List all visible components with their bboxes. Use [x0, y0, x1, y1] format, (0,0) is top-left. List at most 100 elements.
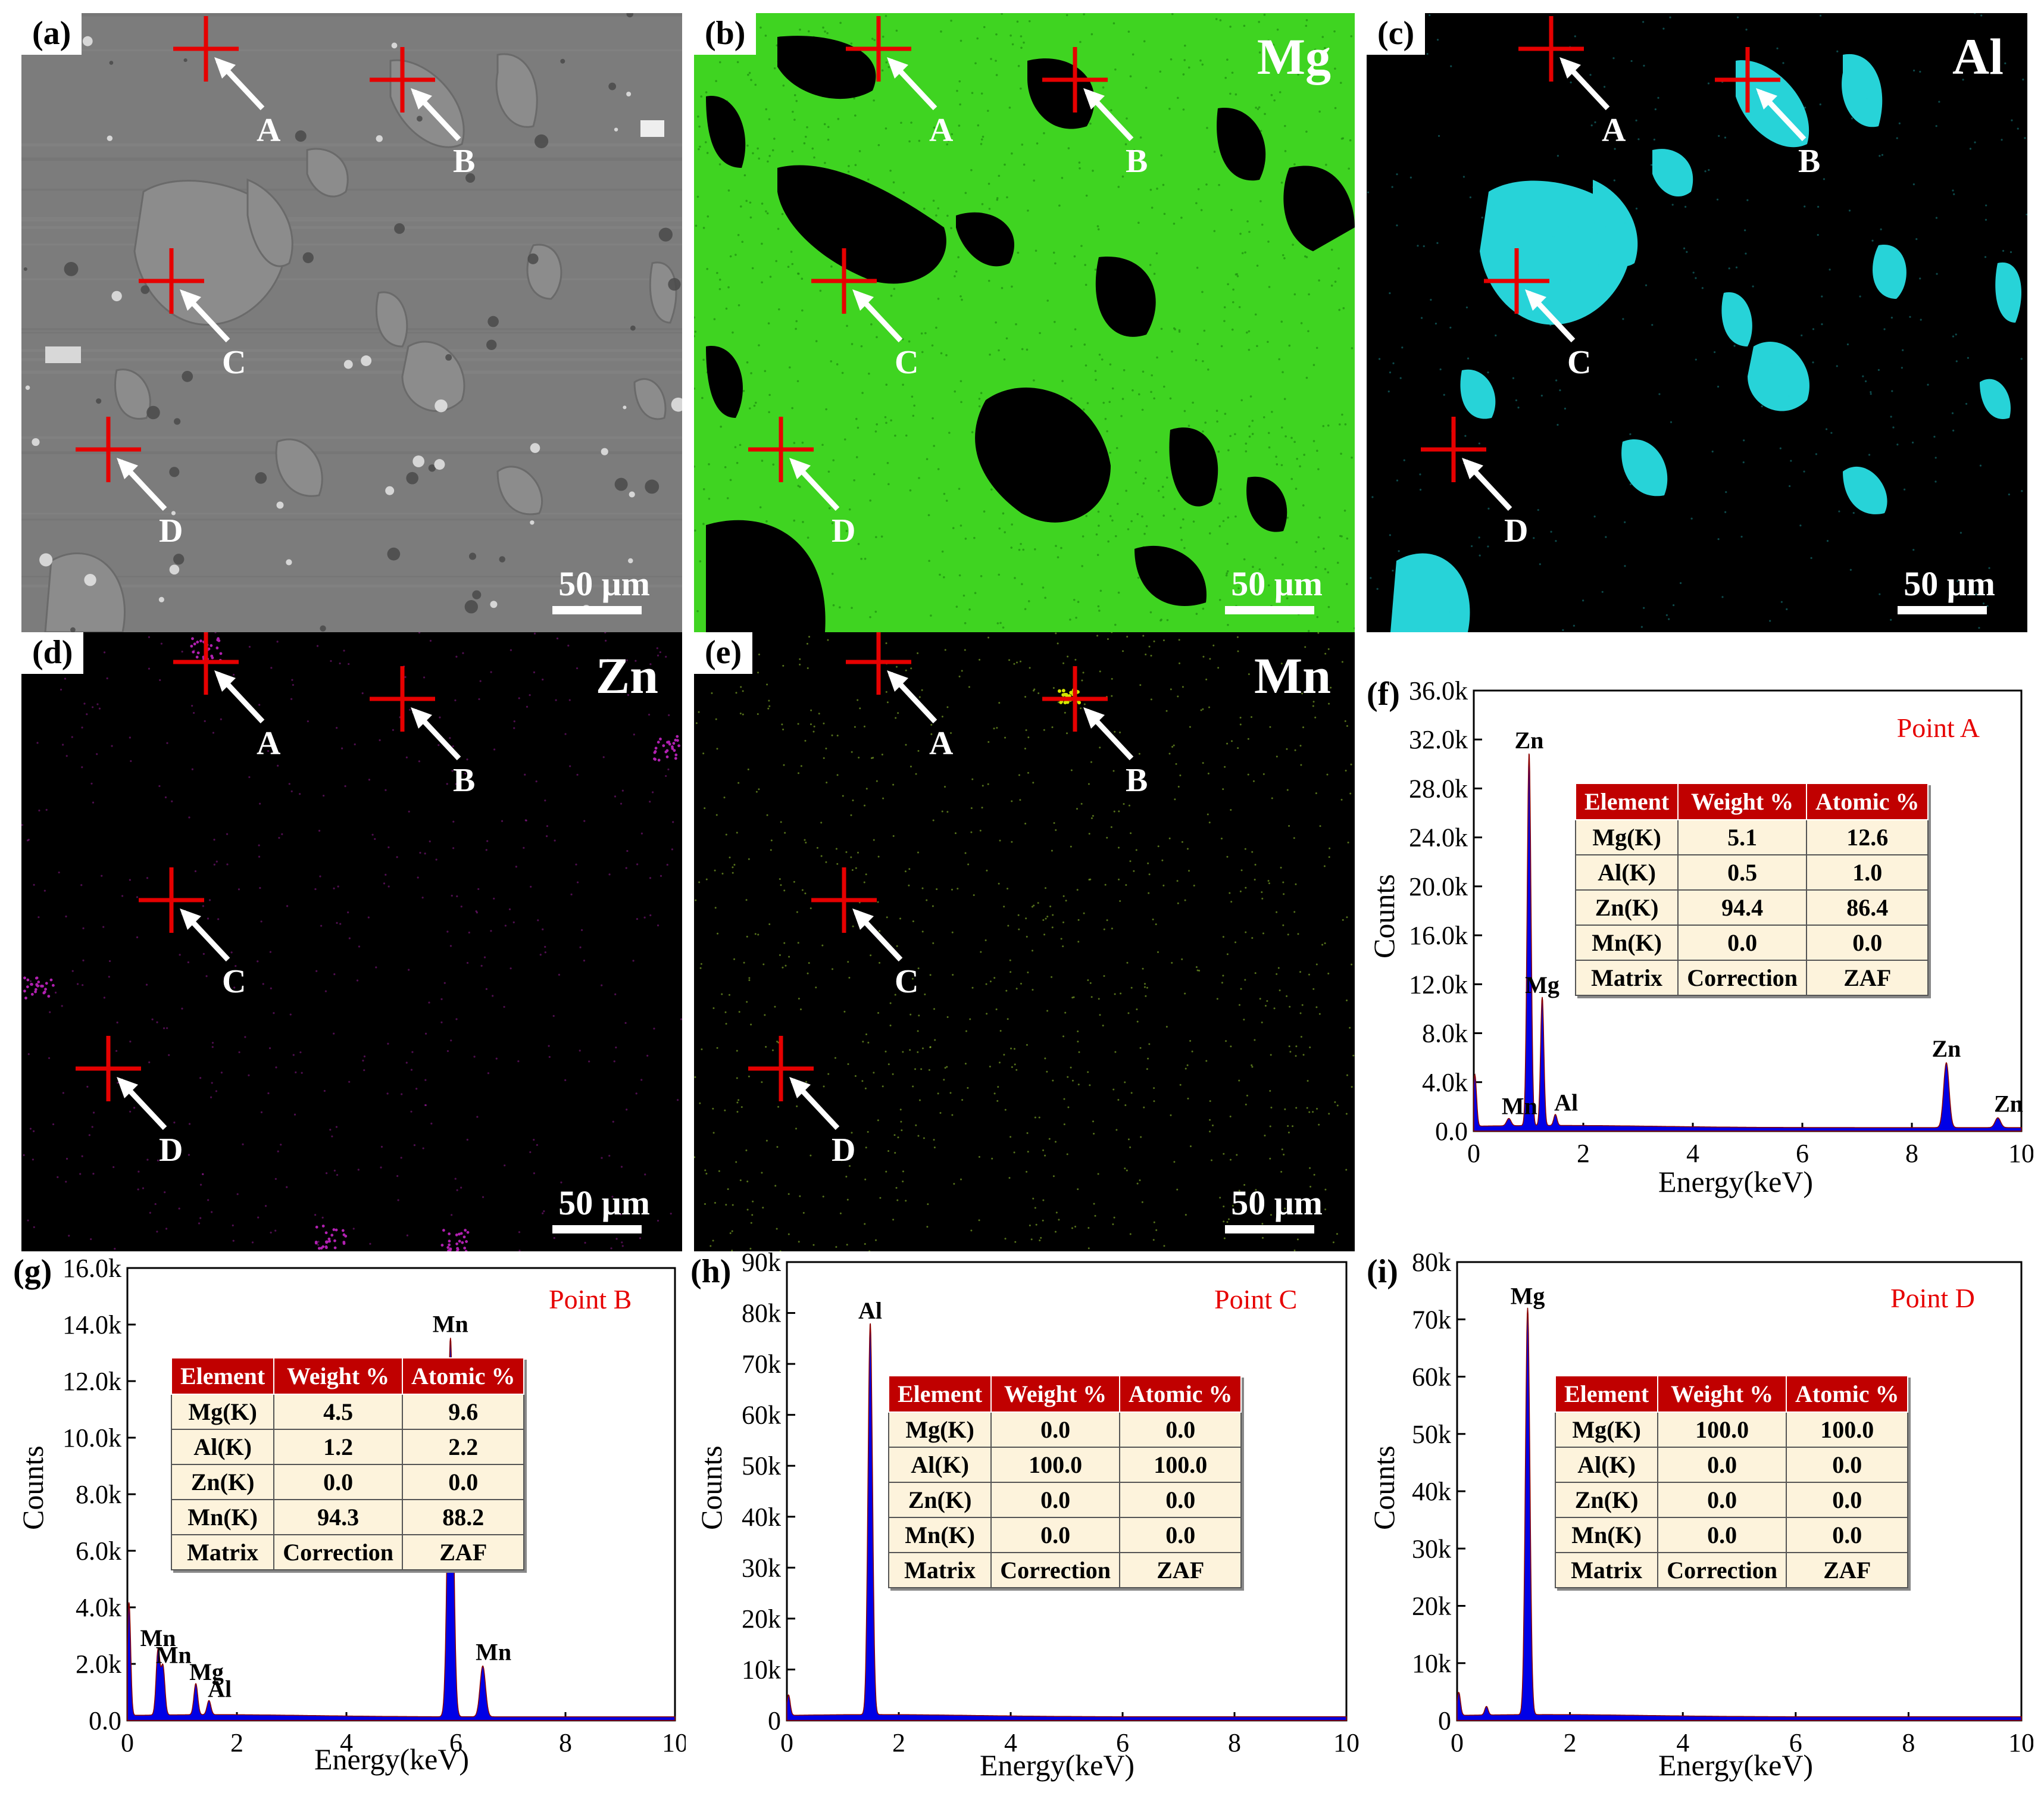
x-tick-label: 0 [1467, 1139, 1480, 1168]
table-cell: Correction [273, 1534, 404, 1570]
panel-label: (h) [690, 1253, 732, 1290]
arrow-head [789, 458, 811, 479]
table-cell: Mg(K) [170, 1394, 275, 1430]
y-tick-label: 12.0k [1409, 970, 1468, 999]
x-tick-label: 8 [1902, 1728, 1915, 1757]
table-header-cell: Atomic % [1806, 783, 1929, 820]
y-tick-label: 50k [742, 1451, 781, 1481]
point-label: A [257, 112, 281, 149]
point-label: C [222, 344, 246, 381]
x-tick-label: 2 [1564, 1728, 1577, 1757]
arrow-head [852, 908, 874, 930]
table-cell: 1.2 [273, 1429, 404, 1465]
table-cell: 0.0 [990, 1517, 1121, 1553]
table-cell: Mn(K) [887, 1517, 992, 1553]
al-map-image: A B C D [1367, 13, 2027, 632]
y-axis-title: Counts [1367, 1445, 1401, 1530]
table-row: Mn(K) 94.3 88.2 [170, 1499, 525, 1535]
point-label: B [453, 143, 475, 180]
y-tick-label: 0 [1438, 1706, 1451, 1735]
table-cell: 0.0 [1786, 1482, 1909, 1518]
table-cell: Al(K) [170, 1429, 275, 1465]
y-tick-label: 0 [768, 1706, 781, 1735]
point-label: A [257, 725, 281, 762]
y-tick-label: 90k [742, 1250, 781, 1277]
x-axis-title: Energy(keV) [980, 1748, 1135, 1782]
y-tick-label: 14.0k [62, 1310, 121, 1339]
y-tick-label: 0.0 [89, 1706, 121, 1735]
scale-bar [1225, 1225, 1314, 1233]
panel-label: (g) [13, 1253, 52, 1290]
table-row: Mn(K) 0.0 0.0 [887, 1517, 1242, 1553]
point-label: D [832, 513, 855, 549]
table-cell: 0.0 [1657, 1517, 1787, 1553]
arrow-head [852, 289, 874, 311]
table-cell: Zn(K) [170, 1464, 275, 1500]
table-row: Matrix Correction ZAF [1554, 1552, 1909, 1588]
table-cell: 4.5 [273, 1394, 404, 1430]
table-cell: 0.0 [1657, 1482, 1787, 1518]
x-tick-label: 8 [1905, 1139, 1918, 1168]
table-cell: 0.5 [1677, 854, 1808, 891]
peak-label: Mn [433, 1311, 468, 1338]
y-tick-label: 40k [742, 1503, 781, 1532]
table-row: Mn(K) 0.0 0.0 [1574, 925, 1929, 961]
table-cell: 0.0 [1677, 925, 1808, 961]
x-tick-label: 0 [121, 1728, 134, 1757]
table-header-cell: Element [1574, 783, 1679, 820]
sem-image: A B C D [21, 13, 682, 632]
scale-text: 50 μm [1904, 564, 1995, 603]
table-row: Mg(K) 4.5 9.6 [170, 1394, 525, 1430]
arrow-head [180, 289, 201, 311]
y-tick-label: 30k [742, 1553, 781, 1582]
panel-label: (b) [694, 13, 757, 55]
spectrum-panel-g: 0 2 4 6 8 10 0.0 2.0k 4.0k 6.0k 8.0k 10.0k 12.0k 14.0… [13, 1250, 686, 1801]
point-label: D [159, 513, 183, 549]
y-tick-label: 28.0k [1409, 774, 1468, 803]
peak-label: Mn [476, 1639, 511, 1666]
arrow-head [117, 458, 138, 479]
y-tick-label: 10k [742, 1655, 781, 1684]
table-row: Mg(K) 5.1 12.6 [1574, 819, 1929, 855]
table-row: Al(K) 0.0 0.0 [1554, 1447, 1909, 1483]
eds-table: Element Weight % Atomic % Mg(K) 4.5 9.6 Al(K) 1… [170, 1357, 525, 1570]
peak-label: Zn [1932, 1035, 1961, 1062]
y-tick-label: 36.0k [1409, 676, 1468, 705]
scale-text: 50 μm [1231, 564, 1323, 603]
arrow-head [1756, 88, 1777, 110]
element-label: Mg [1257, 28, 1331, 85]
table-cell: Correction [1677, 960, 1808, 996]
arrow-head [1525, 289, 1546, 311]
spectrum-chart: 0 2 4 6 8 10 0 10k 20k 30k 40k 50k 60k 70k 80k Mg [1412, 1250, 2033, 1757]
y-tick-label: 60k [742, 1401, 781, 1430]
scale-text: 50 μm [558, 564, 650, 603]
x-tick-label: 6 [1796, 1139, 1809, 1168]
table-row: Zn(K) 0.0 0.0 [170, 1464, 525, 1500]
table-cell: ZAF [1806, 960, 1929, 996]
table-header-cell: Atomic % [402, 1357, 525, 1395]
arrow-head [1083, 707, 1105, 729]
peak-label: Mn [1502, 1093, 1537, 1120]
table-cell: 0.0 [402, 1464, 525, 1500]
table-row: Mg(K) 0.0 0.0 [887, 1411, 1242, 1448]
point-label: B [1798, 143, 1820, 180]
table-cell: Mg(K) [1574, 819, 1679, 855]
point-label: A [1602, 112, 1626, 149]
y-axis-title: Counts [695, 1445, 728, 1530]
table-header-cell: Element [170, 1357, 275, 1395]
y-tick-label: 4.0k [1422, 1068, 1468, 1097]
x-tick-label: 0 [1451, 1728, 1464, 1757]
panel-label: (f) [1367, 676, 1400, 713]
y-tick-label: 0.0 [1435, 1117, 1468, 1146]
table-row: Mg(K) 100.0 100.0 [1554, 1411, 1909, 1448]
x-tick-label: 6 [1116, 1728, 1129, 1757]
panel-label: (a) [21, 13, 82, 55]
arrow-head [411, 707, 432, 729]
element-label: Zn [595, 647, 658, 704]
y-tick-label: 40k [1412, 1477, 1451, 1506]
table-cell: 0.0 [1806, 925, 1929, 961]
mg-map-image: A B C D [694, 13, 1355, 632]
table-header-cell: Weight % [1677, 783, 1808, 820]
table-row: Al(K) 0.5 1.0 [1574, 854, 1929, 891]
scale-bar [552, 1225, 642, 1233]
